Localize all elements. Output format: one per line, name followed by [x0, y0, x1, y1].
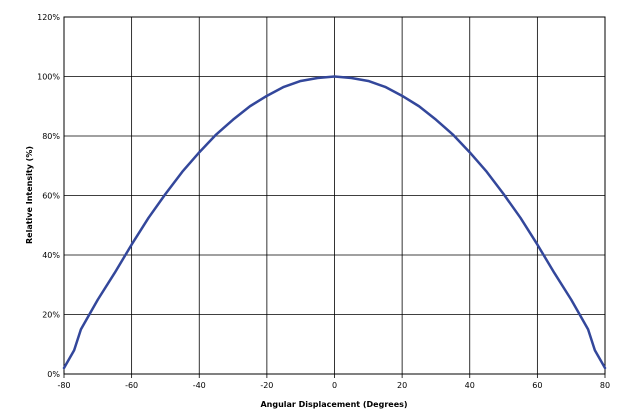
x-tick-label: -80 [57, 381, 70, 390]
y-tick-labels: 0% 20% 40% 60% 80% 100% 120% [37, 13, 60, 379]
x-tick-labels: -80 -60 -40 -20 0 20 40 60 80 [57, 381, 610, 390]
y-axis-title: Relative Intensity (%) [25, 146, 34, 244]
x-tick-label: -40 [193, 381, 206, 390]
y-tick-label: 20% [42, 311, 60, 320]
y-tick-label: 60% [42, 192, 60, 201]
y-tick-label: 40% [42, 251, 60, 260]
y-tick-label: 0% [47, 370, 60, 379]
x-tick-label: 40 [465, 381, 475, 390]
y-tick-label: 80% [42, 132, 60, 141]
series-layer [62, 75, 607, 370]
grid-lines [63, 16, 606, 375]
x-axis-title: Angular Displacement (Degrees) [260, 400, 407, 409]
x-tick-label: 20 [397, 381, 407, 390]
x-tick-label: -20 [260, 381, 273, 390]
series-line [62, 75, 607, 370]
x-tick-label: 0 [332, 381, 337, 390]
x-tick-label: 80 [600, 381, 610, 390]
y-tick-label: 120% [37, 13, 60, 22]
x-tick-label: 60 [532, 381, 542, 390]
y-tick-label: 100% [37, 73, 60, 82]
plot-border [63, 16, 606, 378]
x-tick-label: -60 [125, 381, 138, 390]
